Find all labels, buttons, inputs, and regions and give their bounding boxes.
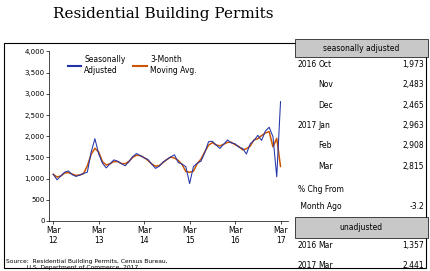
Text: Feb: Feb [318, 141, 332, 150]
Text: 2,465: 2,465 [402, 101, 424, 110]
Text: seasonally adjusted: seasonally adjusted [323, 44, 399, 53]
Text: 1,357: 1,357 [402, 241, 424, 250]
Text: 2017: 2017 [298, 261, 317, 270]
Text: 2,963: 2,963 [402, 121, 424, 130]
Text: 1,973: 1,973 [402, 60, 424, 69]
Text: Mar: Mar [318, 261, 333, 270]
Text: 2,908: 2,908 [403, 141, 424, 150]
Text: Source:  Residential Building Permits, Census Bureau,
           U.S. Department: Source: Residential Building Permits, Ce… [6, 259, 168, 270]
Text: 2016: 2016 [298, 241, 317, 250]
Text: Residential Building Permits: Residential Building Permits [53, 7, 273, 21]
Text: Mar: Mar [318, 241, 333, 250]
Text: 2017: 2017 [298, 121, 317, 130]
Text: 2,483: 2,483 [403, 80, 424, 89]
Text: 2,815: 2,815 [403, 162, 424, 171]
Text: 2016: 2016 [298, 60, 317, 69]
Text: -3.2: -3.2 [410, 202, 424, 211]
Text: Nov: Nov [318, 80, 333, 89]
Legend: Seasonally
Adjusted, 3-Month
Moving Avg.: Seasonally Adjusted, 3-Month Moving Avg. [68, 55, 197, 75]
Text: Jan: Jan [318, 121, 330, 130]
Text: 2,441: 2,441 [403, 261, 424, 270]
Text: Month Ago: Month Ago [298, 202, 341, 211]
Text: Dec: Dec [318, 101, 333, 110]
Text: % Chg From: % Chg From [298, 185, 344, 194]
Text: unadjusted: unadjusted [340, 223, 383, 232]
Text: Oct: Oct [318, 60, 332, 69]
Text: Mar: Mar [318, 162, 333, 171]
